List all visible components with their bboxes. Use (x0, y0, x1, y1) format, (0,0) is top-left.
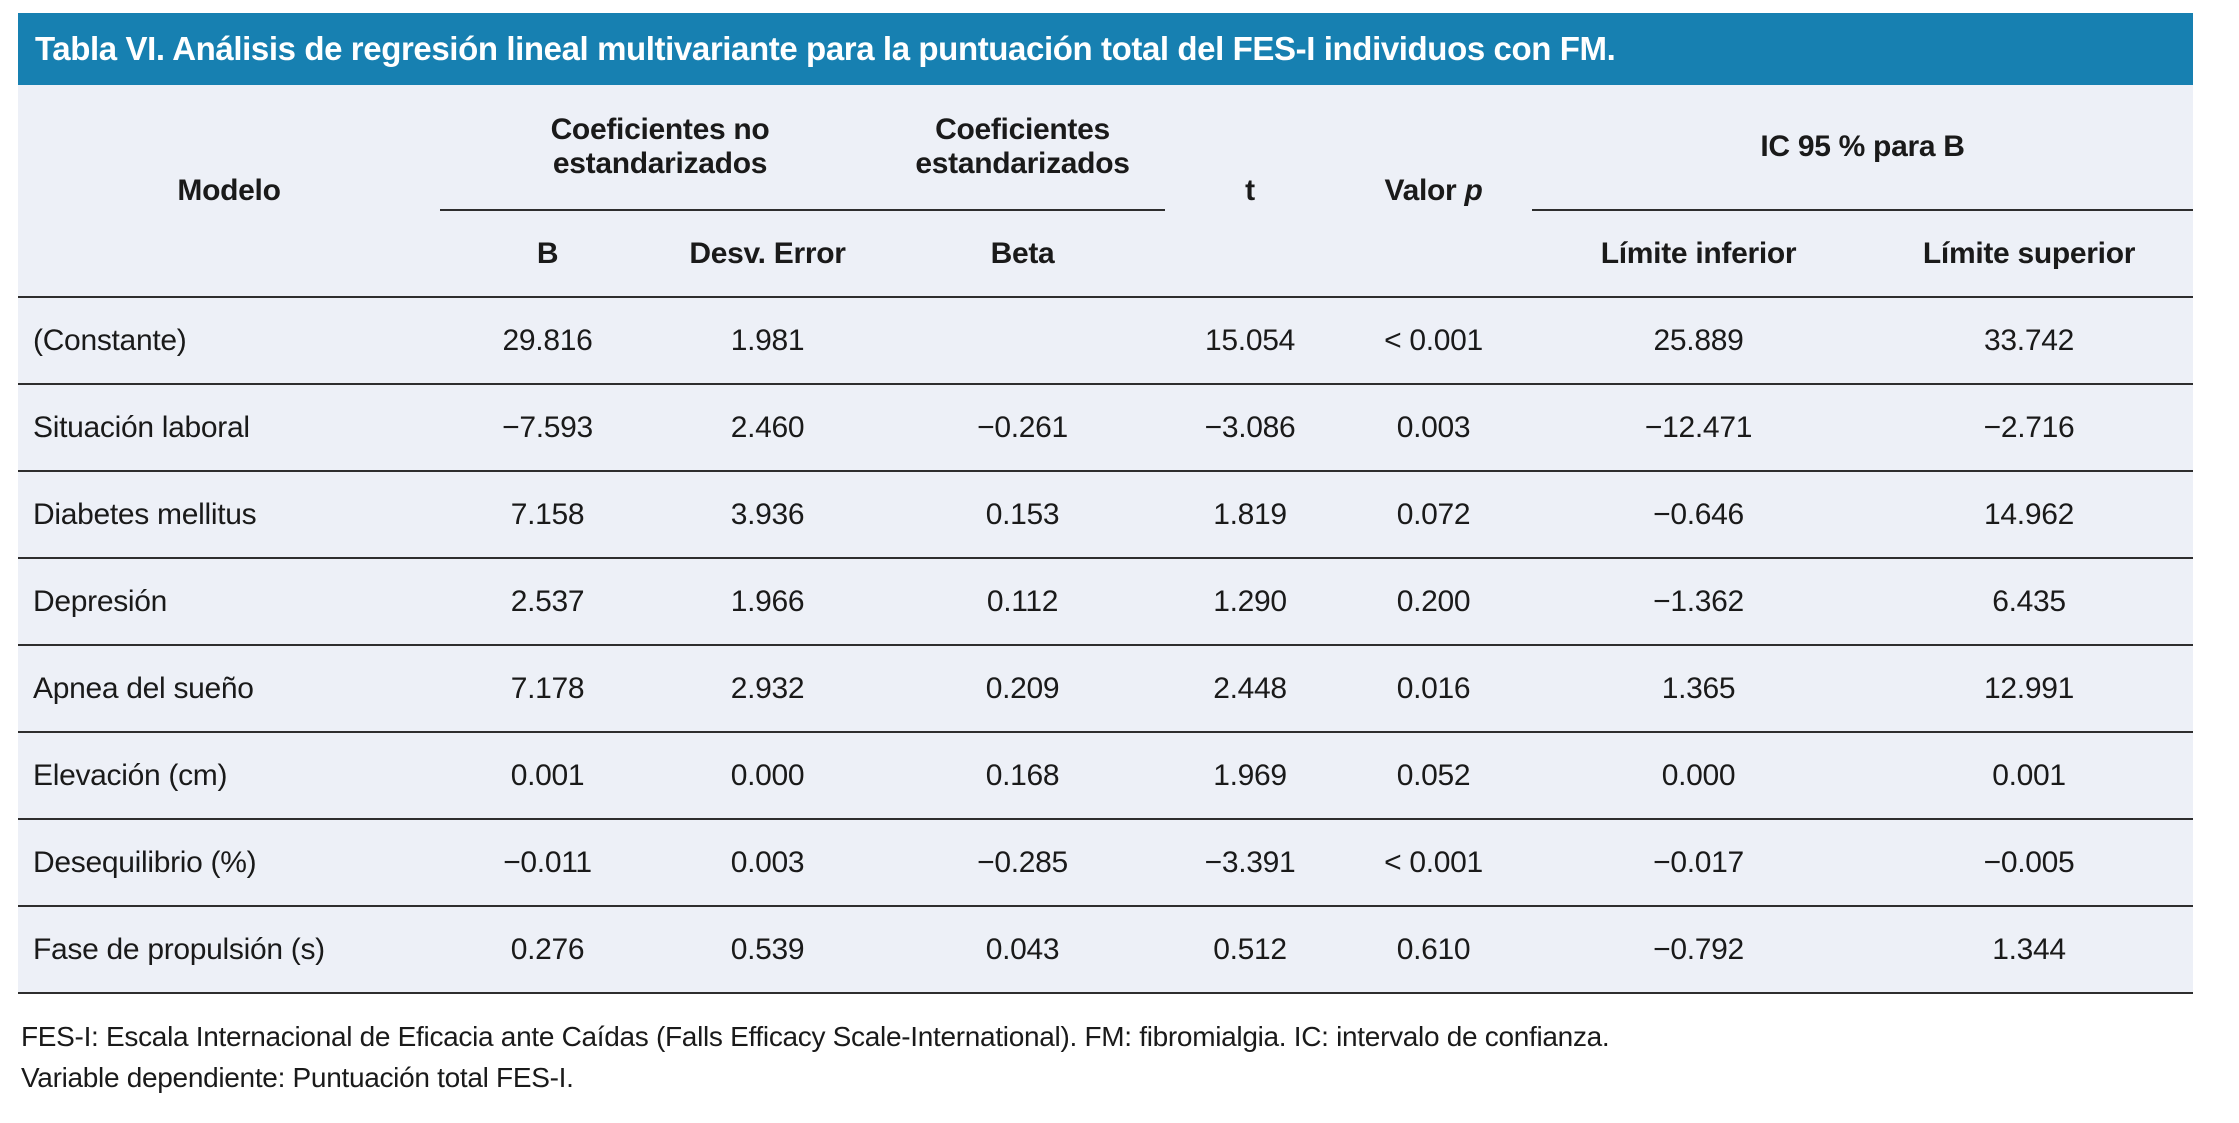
cell-limite-inferior: −0.017 (1532, 818, 1865, 906)
cell-desv-error: 1.981 (655, 296, 880, 384)
cell-desv-error: 3.936 (655, 470, 880, 558)
col-header-t: t (1245, 173, 1255, 207)
table-row: Fase de propulsión (s) 0.276 0.539 0.043… (18, 905, 2193, 994)
cell-p: 0.016 (1335, 644, 1532, 732)
cell-limite-inferior: 0.000 (1532, 731, 1865, 819)
cell-beta: 0.112 (880, 557, 1165, 645)
footnote-abbreviations: FES-I: Escala Internacional de Eficacia … (21, 1021, 1610, 1052)
header-group-row: Modelo Coeficientes no estandarizados Co… (18, 85, 2193, 211)
table-row: Apnea del sueño 7.178 2.932 0.209 2.448 … (18, 644, 2193, 732)
footnote-dependent-variable: Variable dependiente: Puntuación total F… (21, 1062, 574, 1093)
cell-beta: 0.153 (880, 470, 1165, 558)
cell-limite-inferior: −12.471 (1532, 383, 1865, 471)
cell-modelo: (Constante) (18, 296, 440, 384)
cell-t: 1.819 (1165, 470, 1335, 558)
cell-b: −7.593 (440, 383, 655, 471)
cell-b: 2.537 (440, 557, 655, 645)
cell-desv-error: 0.539 (655, 905, 880, 994)
cell-limite-superior: −2.716 (1865, 383, 2193, 471)
cell-desv-error: 1.966 (655, 557, 880, 645)
cell-limite-superior: 6.435 (1865, 557, 2193, 645)
cell-b: 29.816 (440, 296, 655, 384)
header-sub-row: B Desv. Error Beta Límite inferior Límit… (18, 210, 2193, 297)
cell-b: 0.276 (440, 905, 655, 994)
cell-desv-error: 0.003 (655, 818, 880, 906)
cell-limite-superior: 33.742 (1865, 296, 2193, 384)
cell-beta (880, 296, 1165, 384)
cell-desv-error: 0.000 (655, 731, 880, 819)
cell-limite-inferior: −0.646 (1532, 470, 1865, 558)
col-header-b: B (536, 236, 559, 270)
cell-b: 0.001 (440, 731, 655, 819)
cell-t: 15.054 (1165, 296, 1335, 384)
col-group-coeficientes-estandarizados: Coeficientes estandarizados (880, 85, 1165, 211)
cell-modelo: Situación laboral (18, 383, 440, 471)
col-group-coeficientes-no-estandarizados: Coeficientes no estandarizados (440, 85, 880, 211)
table-row: Diabetes mellitus 7.158 3.936 0.153 1.81… (18, 470, 2193, 558)
cell-limite-inferior: 25.889 (1532, 296, 1865, 384)
cell-modelo: Diabetes mellitus (18, 470, 440, 558)
col-header-modelo: Modelo (177, 173, 281, 207)
valor-label: Valor (1384, 173, 1457, 207)
cell-modelo: Apnea del sueño (18, 644, 440, 732)
table-row: Depresión 2.537 1.966 0.112 1.290 0.200 … (18, 557, 2193, 645)
cell-p: 0.610 (1335, 905, 1532, 994)
cell-limite-superior: 1.344 (1865, 905, 2193, 994)
table-title: Tabla VI. Análisis de regresión lineal m… (35, 30, 1616, 67)
cell-b: 7.158 (440, 470, 655, 558)
cell-beta: −0.285 (880, 818, 1165, 906)
cell-t: 0.512 (1165, 905, 1335, 994)
col-header-beta: Beta (990, 236, 1055, 270)
cell-desv-error: 2.932 (655, 644, 880, 732)
cell-limite-superior: 12.991 (1865, 644, 2193, 732)
col-header-limite-superior: Límite superior (1922, 236, 2136, 270)
cell-desv-error: 2.460 (655, 383, 880, 471)
cell-t: 1.290 (1165, 557, 1335, 645)
cell-beta: 0.043 (880, 905, 1165, 994)
table-title-bar: Tabla VI. Análisis de regresión lineal m… (18, 13, 2193, 85)
col-group-ic95-para-b: IC 95 % para B (1532, 85, 2193, 211)
cell-p: 0.052 (1335, 731, 1532, 819)
table-row: Situación laboral −7.593 2.460 −0.261 −3… (18, 383, 2193, 471)
cell-b: 7.178 (440, 644, 655, 732)
cell-limite-superior: 14.962 (1865, 470, 2193, 558)
table-row: (Constante) 29.816 1.981 15.054 < 0.001 … (18, 296, 2193, 384)
col-header-desv-error: Desv. Error (689, 236, 846, 270)
table-footnotes: FES-I: Escala Internacional de Eficacia … (18, 1016, 2193, 1098)
table-figure: Tabla VI. Análisis de regresión lineal m… (18, 13, 2193, 1098)
cell-beta: 0.168 (880, 731, 1165, 819)
cell-modelo: Fase de propulsión (s) (18, 905, 440, 994)
cell-b: −0.011 (440, 818, 655, 906)
table-row: Desequilibrio (%) −0.011 0.003 −0.285 −3… (18, 818, 2193, 906)
cell-limite-inferior: −0.792 (1532, 905, 1865, 994)
table-row: Elevación (cm) 0.001 0.000 0.168 1.969 0… (18, 731, 2193, 819)
cell-t: −3.391 (1165, 818, 1335, 906)
cell-modelo: Desequilibrio (%) (18, 818, 440, 906)
cell-p: 0.200 (1335, 557, 1532, 645)
col-header-valor-p: Valor p (1335, 85, 1532, 297)
p-label: p (1464, 173, 1483, 207)
cell-beta: −0.261 (880, 383, 1165, 471)
cell-p: < 0.001 (1335, 296, 1532, 384)
cell-t: −3.086 (1165, 383, 1335, 471)
cell-modelo: Depresión (18, 557, 440, 645)
cell-limite-superior: 0.001 (1865, 731, 2193, 819)
regression-table: Modelo Coeficientes no estandarizados Co… (18, 85, 2193, 994)
cell-limite-superior: −0.005 (1865, 818, 2193, 906)
cell-p: 0.003 (1335, 383, 1532, 471)
cell-p: 0.072 (1335, 470, 1532, 558)
cell-beta: 0.209 (880, 644, 1165, 732)
col-header-limite-inferior: Límite inferior (1600, 236, 1797, 270)
cell-modelo: Elevación (cm) (18, 731, 440, 819)
cell-limite-inferior: 1.365 (1532, 644, 1865, 732)
cell-limite-inferior: −1.362 (1532, 557, 1865, 645)
cell-t: 2.448 (1165, 644, 1335, 732)
cell-t: 1.969 (1165, 731, 1335, 819)
cell-p: < 0.001 (1335, 818, 1532, 906)
